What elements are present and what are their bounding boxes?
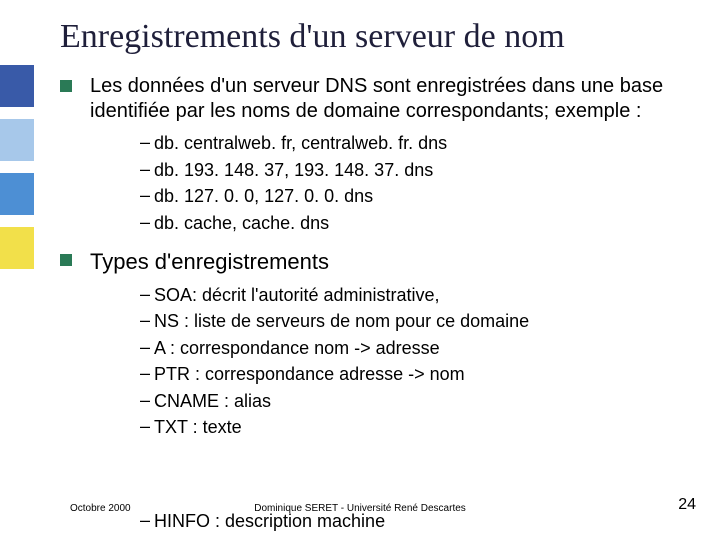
dash-icon: – <box>140 310 154 331</box>
sidebar-square-2 <box>0 119 34 161</box>
sub-item: –db. 127. 0. 0, 127. 0. 0. dns <box>140 185 700 208</box>
slide-content: Les données d'un serveur DNS sont enregi… <box>60 74 700 443</box>
sub-item-text: db. centralweb. fr, centralweb. fr. dns <box>154 132 447 155</box>
sub-item-text: db. 193. 148. 37, 193. 148. 37. dns <box>154 159 433 182</box>
sub-item-text: HINFO : description machine <box>154 510 385 533</box>
bullet-level1-1-text: Les données d'un serveur DNS sont enregi… <box>90 74 700 124</box>
sub-item: –db. centralweb. fr, centralweb. fr. dns <box>140 132 700 155</box>
sub-item: –CNAME : alias <box>140 390 700 413</box>
slide-title: Enregistrements d'un serveur de nom <box>60 18 565 56</box>
square-bullet-icon <box>60 254 72 266</box>
dash-icon: – <box>140 132 154 153</box>
sidebar-decoration <box>0 65 34 505</box>
sub-item: –PTR : correspondance adresse -> nom <box>140 363 700 386</box>
sub-item: –NS : liste de serveurs de nom pour ce d… <box>140 310 700 333</box>
sub-item-text: db. 127. 0. 0, 127. 0. 0. dns <box>154 185 373 208</box>
sub-item: –db. cache, cache. dns <box>140 212 700 235</box>
dash-icon: – <box>140 159 154 180</box>
dash-icon: – <box>140 185 154 206</box>
sub-item-text: TXT : texte <box>154 416 242 439</box>
sublist-2: –SOA: décrit l'autorité administrative, … <box>140 284 700 439</box>
sub-item-text: db. cache, cache. dns <box>154 212 329 235</box>
dash-icon: – <box>140 212 154 233</box>
sub-item: –TXT : texte <box>140 416 700 439</box>
dash-icon: – <box>140 510 154 531</box>
dash-icon: – <box>140 416 154 437</box>
footer-page-number: 24 <box>678 496 696 514</box>
bullet-level1-1: Les données d'un serveur DNS sont enregi… <box>60 74 700 124</box>
square-bullet-icon <box>60 80 72 92</box>
sub-item: –SOA: décrit l'autorité administrative, <box>140 284 700 307</box>
sidebar-square-4 <box>0 227 34 269</box>
sub-item-text: PTR : correspondance adresse -> nom <box>154 363 465 386</box>
sub-item-last: – HINFO : description machine <box>140 510 385 533</box>
dash-icon: – <box>140 337 154 358</box>
bullet-level1-2-text: Types d'enregistrements <box>90 248 329 276</box>
dash-icon: – <box>140 284 154 305</box>
sub-item-text: A : correspondance nom -> adresse <box>154 337 440 360</box>
dash-icon: – <box>140 390 154 411</box>
sidebar-square-3 <box>0 173 34 215</box>
sub-item: –db. 193. 148. 37, 193. 148. 37. dns <box>140 159 700 182</box>
sub-item-text: SOA: décrit l'autorité administrative, <box>154 284 440 307</box>
sub-item: –A : correspondance nom -> adresse <box>140 337 700 360</box>
sidebar-square-1 <box>0 65 34 107</box>
sub-item-text: CNAME : alias <box>154 390 271 413</box>
dash-icon: – <box>140 363 154 384</box>
bullet-level1-2: Types d'enregistrements <box>60 248 700 276</box>
slide: Enregistrements d'un serveur de nom Les … <box>0 0 720 540</box>
sub-item-text: NS : liste de serveurs de nom pour ce do… <box>154 310 529 333</box>
sublist-1: –db. centralweb. fr, centralweb. fr. dns… <box>140 132 700 234</box>
